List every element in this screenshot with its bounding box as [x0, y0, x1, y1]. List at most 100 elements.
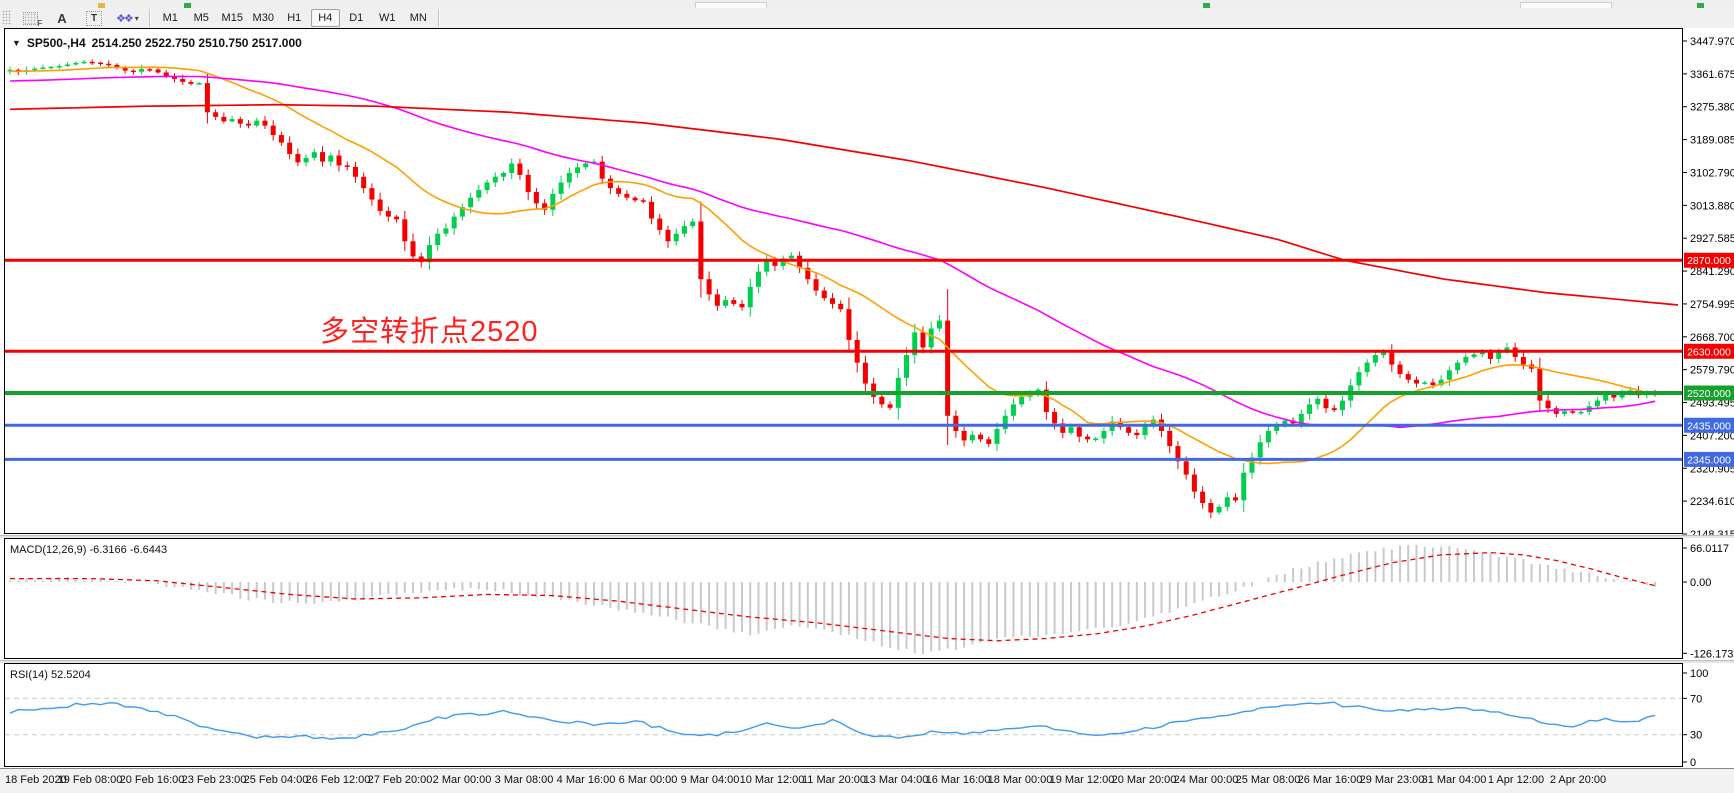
svg-text:2407.200: 2407.200 — [1690, 430, 1734, 442]
clipped-icon — [1203, 3, 1210, 8]
time-axis-label: 31 Mar 04:00 — [1421, 774, 1487, 786]
svg-text:2841.290: 2841.290 — [1690, 266, 1734, 278]
timeframe-button-MN[interactable]: MN — [409, 12, 427, 24]
svg-text:2435.000: 2435.000 — [1687, 420, 1731, 432]
macd-histogram — [9, 544, 1656, 654]
time-axis-label: 18 Feb 2020 — [5, 774, 67, 786]
rsi-indicator-panel[interactable]: 100 70 30 0 RSI(14) 52.5204 — [0, 663, 1734, 768]
svg-text:2345.000: 2345.000 — [1687, 454, 1731, 466]
time-axis[interactable]: 18 Feb 2020 19 Feb 08:00 20 Feb 16:00 23 Fe… — [0, 768, 1734, 793]
toolbar-separator — [148, 9, 151, 27]
price-badge — [1684, 417, 1734, 433]
symbol-period-label: SP500-,H4 — [26, 36, 86, 50]
timeframe-button-D1[interactable]: D1 — [349, 12, 364, 24]
svg-text:66.0117: 66.0117 — [1690, 543, 1729, 555]
time-axis-label: 1 Apr 12:00 — [1487, 774, 1545, 786]
time-axis-label: 3 Mar 08:00 — [494, 774, 554, 786]
price-badge — [1684, 385, 1734, 401]
timeframe-button-W1[interactable]: W1 — [379, 12, 396, 24]
timeframe-button-M5[interactable]: M5 — [193, 12, 209, 24]
svg-text:2870.000: 2870.000 — [1687, 255, 1731, 267]
rsi-line — [9, 701, 1656, 740]
macd-indicator-panel[interactable]: 66.0117 0.00 -126.173 MACD(12,26,9) -6.316… — [0, 538, 1734, 660]
time-axis-label: 24 Mar 00:00 — [1173, 774, 1239, 786]
macd-signal-line — [10, 551, 1656, 642]
macd-label: MACD(12,26,9) -6.3166 -6.6443 — [10, 544, 168, 556]
timeframe-button-H4[interactable]: H4 — [310, 9, 340, 27]
clipped-icon — [184, 3, 191, 8]
horizontal-levels: 2870.000 2630.000 2520.000 2435.000 2345.000 — [5, 252, 1734, 467]
time-axis-label: 10 Mar 12:00 — [739, 774, 805, 786]
time-axis-label: 26 Feb 12:00 — [305, 774, 371, 786]
indicator-frame-button[interactable]: F — [15, 9, 45, 28]
time-axis-label: 2 Mar 00:00 — [432, 774, 492, 786]
svg-text:2630.000: 2630.000 — [1687, 346, 1731, 358]
ma-slow-line — [9, 103, 1679, 306]
svg-text:2234.610: 2234.610 — [1690, 496, 1734, 508]
chart-title: ▼ SP500-,H4 2514.250 2522.750 2510.750 2… — [12, 36, 302, 50]
rsi-chart: 100 70 30 0 — [4, 663, 1708, 768]
time-axis-label: 19 Mar 12:00 — [1049, 774, 1115, 786]
price-chart-panel[interactable]: 3447.970 3361.675 3275.380 3189.085 3102.790… — [0, 28, 1734, 535]
time-axis-label: 23 Feb 23:00 — [181, 774, 247, 786]
time-axis-label: 2 Apr 20:00 — [1549, 774, 1607, 786]
svg-text:2668.700: 2668.700 — [1690, 332, 1734, 344]
letter-a-icon: A — [57, 10, 67, 26]
timeframe-button-M15[interactable]: M15 — [221, 12, 243, 24]
time-axis-label: 6 Mar 00:00 — [618, 774, 678, 786]
time-axis-label: 27 Feb 20:00 — [367, 774, 433, 786]
svg-text:2520.000: 2520.000 — [1687, 388, 1731, 400]
time-axis-label: 9 Mar 04:00 — [680, 774, 740, 786]
label-tool-button[interactable]: A — [47, 9, 77, 27]
svg-text:0.00: 0.00 — [1690, 577, 1711, 589]
svg-text:0: 0 — [1690, 757, 1696, 768]
rsi-axis: 100 70 30 0 — [1682, 668, 1708, 768]
time-axis-label: 11 Mar 20:00 — [801, 774, 867, 786]
chevron-down-icon: ▾ — [134, 13, 139, 23]
svg-text:30: 30 — [1690, 730, 1702, 742]
time-axis-label: 13 Mar 04:00 — [863, 774, 929, 786]
timeframe-button-group: M1 M5 M15 M30 H1 H4 D1 W1 MN — [155, 9, 434, 27]
time-axis-label: 25 Mar 08:00 — [1235, 774, 1301, 786]
shapes-tool-button[interactable]: ❖❖ ▾ — [111, 9, 144, 27]
indicator-grid-icon: F — [22, 11, 43, 28]
svg-text:2579.790: 2579.790 — [1690, 365, 1734, 377]
shapes-icon: ❖❖ — [116, 12, 134, 25]
toolbar-separator — [437, 9, 440, 27]
svg-text:2754.995: 2754.995 — [1690, 299, 1734, 311]
svg-text:3275.380: 3275.380 — [1690, 102, 1734, 114]
ohlc-readout: 2514.250 2522.750 2510.750 2517.000 — [91, 36, 302, 50]
candlestick-chart[interactable]: 3447.970 3361.675 3275.380 3189.085 3102.790… — [0, 28, 1734, 535]
time-axis-label: 18 Mar 00:00 — [987, 774, 1053, 786]
timeframe-button-H1[interactable]: H1 — [287, 12, 302, 24]
svg-text:3361.675: 3361.675 — [1690, 69, 1734, 81]
macd-axis: 66.0117 0.00 -126.173 — [1682, 543, 1733, 660]
svg-text:-126.173: -126.173 — [1690, 648, 1733, 660]
toolbar-grip-handle[interactable] — [2, 10, 11, 26]
chart-toolbar: F A T ❖❖ ▾ M1 M5 M15 M30 H1 H4 D1 W1 MN — [0, 8, 1734, 28]
time-axis-label: 19 Feb 08:00 — [57, 774, 123, 786]
clipped-button — [695, 2, 767, 9]
time-axis-label: 25 Feb 04:00 — [243, 774, 309, 786]
timeframe-button-M30[interactable]: M30 — [252, 12, 274, 24]
text-box-icon: T — [86, 10, 102, 26]
rsi-label: RSI(14) 52.5204 — [10, 669, 91, 681]
svg-text:3189.085: 3189.085 — [1690, 135, 1734, 147]
symbol-dropdown-icon[interactable]: ▼ — [12, 38, 21, 48]
time-axis-label: 16 Mar 16:00 — [925, 774, 991, 786]
svg-text:100: 100 — [1690, 668, 1708, 680]
time-axis-label: 4 Mar 16:00 — [556, 774, 616, 786]
chart-annotation-text[interactable]: 多空转折点2520 — [320, 316, 539, 348]
time-axis-label: 26 Mar 16:00 — [1297, 774, 1363, 786]
price-badge — [1684, 343, 1734, 359]
price-axis: 3447.970 3361.675 3275.380 3189.085 3102.790… — [1682, 36, 1734, 535]
svg-text:3447.970: 3447.970 — [1690, 36, 1734, 48]
time-axis-label: 20 Mar 20:00 — [1111, 774, 1177, 786]
clipped-icon — [98, 3, 105, 8]
svg-text:70: 70 — [1690, 693, 1702, 705]
text-box-tool-button[interactable]: T — [79, 9, 109, 27]
svg-text:3102.790: 3102.790 — [1690, 167, 1734, 179]
price-badge — [1684, 252, 1734, 268]
timeframe-button-M1[interactable]: M1 — [162, 12, 178, 24]
